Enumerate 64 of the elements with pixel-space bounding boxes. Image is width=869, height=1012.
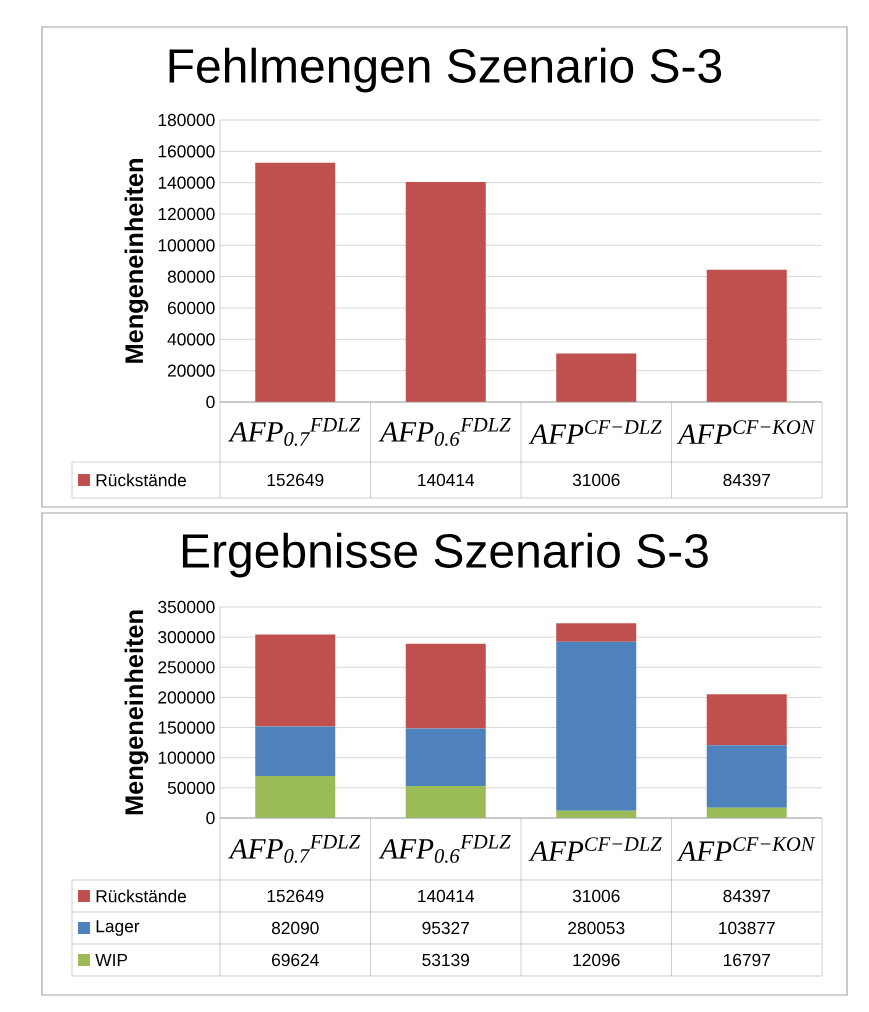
y-tick-label: 350000 bbox=[158, 600, 215, 614]
y-tick-label: 100000 bbox=[158, 751, 215, 764]
data-label: 82090 bbox=[271, 921, 319, 935]
legend-label: WIP bbox=[95, 954, 128, 966]
y-tick-label: 140000 bbox=[158, 176, 215, 189]
data-label: 84397 bbox=[723, 889, 770, 903]
x-tick-label: AFP$^{CF−KON}$ bbox=[676, 837, 816, 861]
data-label: 103877 bbox=[719, 921, 775, 935]
data-label: 31006 bbox=[572, 889, 620, 903]
y-tick-label: 20000 bbox=[167, 364, 215, 377]
x-tick-label: AFP$_{0.6}$FDLZ bbox=[378, 418, 511, 446]
y-tick-label: 150000 bbox=[158, 721, 215, 734]
data-label: 152649 bbox=[267, 473, 324, 487]
bar bbox=[706, 745, 787, 808]
chart-title: Ergebnisse Szenario S-3 bbox=[182, 532, 708, 578]
bar bbox=[255, 776, 336, 818]
bar bbox=[405, 182, 486, 402]
data-label: 12096 bbox=[573, 953, 620, 967]
y-tick-label: 200000 bbox=[158, 691, 215, 704]
y-tick-label: 0 bbox=[206, 395, 215, 409]
y-tick-label: 160000 bbox=[158, 145, 215, 158]
y-tick-label: 300000 bbox=[158, 631, 215, 644]
x-tick-label: AFP$_{0.7}$FDLZ bbox=[228, 418, 361, 446]
y-tick-label: 100000 bbox=[158, 239, 215, 252]
bar bbox=[556, 353, 637, 402]
bar bbox=[405, 643, 486, 729]
bar bbox=[556, 623, 637, 642]
y-tick-label: 60000 bbox=[167, 301, 215, 315]
bar bbox=[255, 726, 336, 777]
data-label: 280053 bbox=[568, 921, 625, 935]
data-label: 84397 bbox=[723, 473, 770, 487]
bar bbox=[255, 162, 336, 402]
y-tick-label: 120000 bbox=[158, 207, 215, 221]
bar bbox=[706, 269, 787, 402]
y-axis-title: Mengeneinheiten bbox=[124, 159, 149, 363]
x-tick-label: AFP$_{0.6}$FDLZ bbox=[378, 835, 511, 863]
bar bbox=[556, 641, 637, 811]
legend-label: Rückstände bbox=[96, 473, 187, 487]
bar bbox=[405, 785, 486, 818]
data-label: 16797 bbox=[723, 953, 770, 967]
data-label: 69624 bbox=[272, 953, 319, 967]
y-tick-label: 40000 bbox=[167, 333, 215, 346]
bar bbox=[405, 728, 486, 786]
y-tick-label: 80000 bbox=[167, 270, 215, 283]
data-label: 31006 bbox=[572, 473, 620, 487]
data-label: 152649 bbox=[267, 889, 324, 903]
data-label: 140414 bbox=[418, 473, 475, 487]
data-label: 140414 bbox=[418, 889, 475, 903]
y-tick-label: 0 bbox=[206, 811, 215, 825]
data-label: 95327 bbox=[422, 921, 469, 935]
chart-title: Fehlmengen Szenario S-3 bbox=[169, 47, 722, 93]
bar bbox=[255, 634, 336, 727]
y-axis-title: Mengeneinheiten bbox=[124, 610, 149, 815]
data-label: 53139 bbox=[422, 953, 470, 967]
legend-label: Lager bbox=[96, 920, 140, 936]
legend-label: Rückstände bbox=[96, 889, 187, 903]
y-tick-label: 50000 bbox=[167, 781, 215, 794]
y-tick-label: 180000 bbox=[158, 113, 215, 127]
y-tick-label: 250000 bbox=[158, 661, 215, 674]
x-tick-label: AFP$^{CF−KON}$ bbox=[676, 420, 816, 444]
bar bbox=[706, 694, 787, 746]
x-tick-label: AFP$^{CF−DLZ}$ bbox=[528, 837, 662, 861]
x-tick-label: AFP$_{0.7}$FDLZ bbox=[228, 835, 361, 863]
x-tick-label: AFP$^{CF−DLZ}$ bbox=[528, 420, 662, 444]
